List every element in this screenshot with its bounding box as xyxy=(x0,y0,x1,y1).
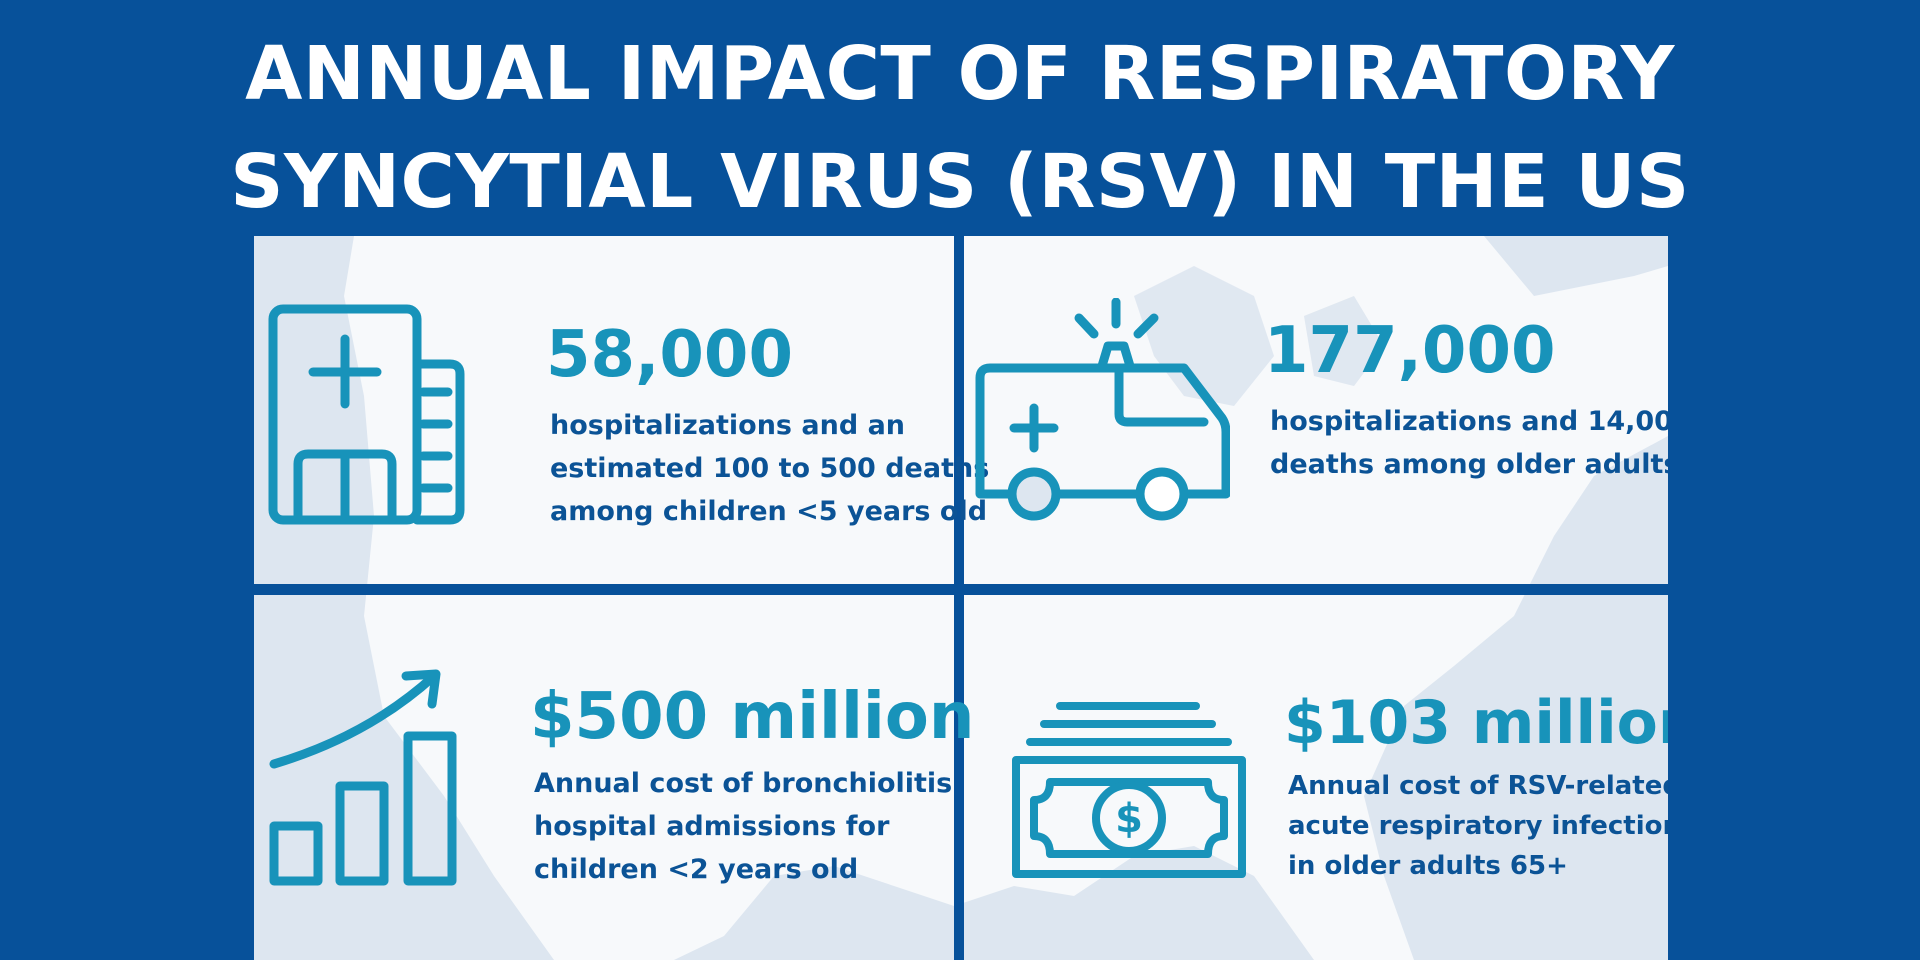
vertical-divider xyxy=(954,236,964,960)
description-line: hospital admissions for xyxy=(534,811,890,842)
description-line: hospitalizations and an xyxy=(550,410,906,441)
stat-description-2: hospitalizations and 14,000 deaths among… xyxy=(1270,400,1668,486)
description-line: Annual cost of bronchiolitis xyxy=(534,768,953,799)
description-line: acute respiratory infection xyxy=(1288,811,1668,841)
page-title: ANNUAL IMPACT OF RESPIRATORY SYNCYTIAL V… xyxy=(0,20,1920,236)
stat-description-4: Annual cost of RSV-related acute respira… xyxy=(1288,766,1668,886)
description-line: Annual cost of RSV-related xyxy=(1288,771,1668,801)
description-line: estimated 100 to 500 deaths xyxy=(550,453,990,484)
stat-value-58000: 58,000 xyxy=(546,318,793,392)
horizontal-divider xyxy=(254,584,1668,595)
stat-description-1: hospitalizations and an estimated 100 to… xyxy=(550,404,989,533)
dollar-bill-stack-icon: $ xyxy=(1012,702,1246,878)
rising-bar-chart-icon xyxy=(269,669,457,886)
ambulance-icon xyxy=(975,298,1230,521)
stat-value-103-million: $103 million xyxy=(1284,688,1668,758)
description-line: hospitalizations and 14,000 xyxy=(1270,406,1668,437)
description-line: in older adults 65+ xyxy=(1288,851,1568,881)
description-line: deaths among older adults xyxy=(1270,449,1668,480)
stat-value-500-million: $500 million xyxy=(530,680,975,754)
svg-text:$: $ xyxy=(1115,796,1143,842)
description-line: children <2 years old xyxy=(534,854,859,885)
title-line-1: ANNUAL IMPACT OF RESPIRATORY xyxy=(245,31,1675,117)
stat-value-177000: 177,000 xyxy=(1264,314,1556,388)
hospital-building-icon xyxy=(268,304,465,525)
title-line-2: SYNCYTIAL VIRUS (RSV) IN THE US xyxy=(230,139,1690,225)
stats-panel: 58,000 hospitalizations and an estimated… xyxy=(254,236,1668,960)
stat-description-3: Annual cost of bronchiolitis hospital ad… xyxy=(534,762,952,891)
description-line: among children <5 years old xyxy=(550,496,988,527)
